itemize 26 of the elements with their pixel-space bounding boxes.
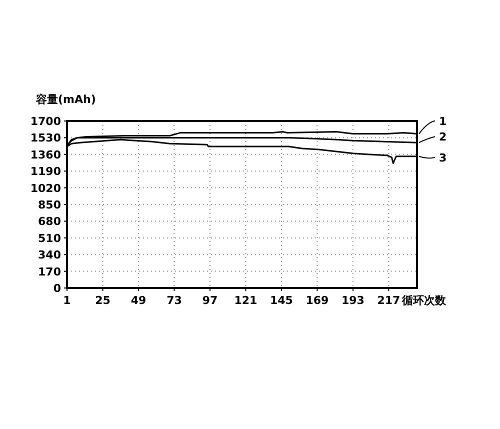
x-tick-label: 25: [95, 294, 110, 307]
x-tick-label: 217: [377, 294, 400, 307]
legend-label: 3: [439, 151, 447, 164]
x-tick-label: 145: [270, 294, 293, 307]
x-tick-label: 73: [166, 294, 182, 307]
y-tick-label: 1190: [30, 165, 62, 178]
y-tick-label: 0: [53, 282, 62, 295]
x-tick-label: 49: [130, 294, 146, 307]
x-tick-label: 193: [341, 294, 364, 307]
x-tick-label: 1: [63, 294, 71, 307]
y-axis-title: 容量(mAh): [35, 93, 96, 106]
y-tick-label: 1360: [30, 148, 62, 162]
y-tick-label: 510: [38, 232, 62, 245]
y-tick-label: 340: [38, 248, 62, 262]
legend-label: 1: [439, 114, 447, 128]
y-tick-label: 1020: [30, 182, 62, 195]
y-tick-label: 680: [38, 215, 62, 228]
legend-label: 2: [439, 130, 447, 144]
x-tick-label: 97: [202, 294, 218, 307]
y-tick-label: 170: [38, 265, 62, 278]
y-tick-label: 1530: [30, 132, 62, 145]
x-tick-label: 169: [306, 294, 329, 307]
y-tick-label: 850: [38, 198, 62, 212]
x-axis-title: 循环次数: [401, 294, 447, 307]
y-tick-label: 1700: [30, 115, 62, 128]
x-tick-label: 121: [234, 294, 258, 307]
